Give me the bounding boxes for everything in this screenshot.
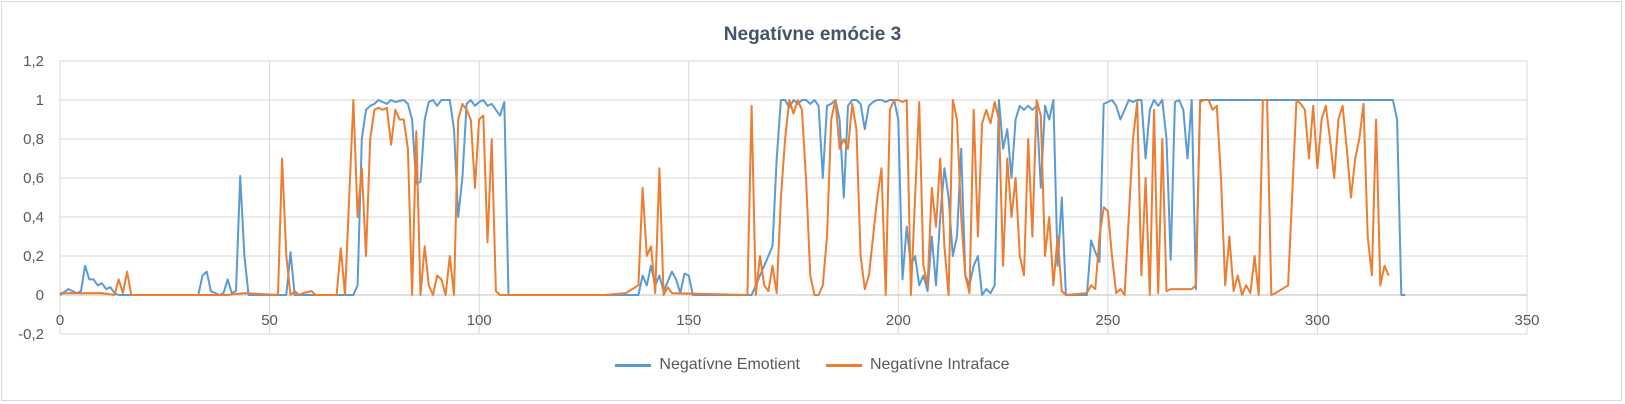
x-tick-label: 200	[886, 312, 911, 329]
x-tick-label: 250	[1095, 312, 1120, 329]
legend-swatch-intraface	[825, 363, 862, 367]
legend-item-intraface: Negatívne Intraface	[825, 356, 1010, 374]
y-tick-label: 1,2	[23, 53, 44, 70]
series-line-intraface	[60, 99, 1390, 296]
y-tick-label: 1	[36, 92, 44, 109]
y-tick-label: 0,8	[23, 131, 44, 148]
chart-title: Negatívne emócie 3	[723, 24, 902, 45]
x-tick-label: 0	[56, 312, 64, 329]
y-tick-label: 0,6	[23, 170, 44, 187]
x-tick-label: 50	[261, 312, 278, 329]
legend-swatch-emotient	[615, 363, 652, 367]
legend-item-emotient: Negatívne Emotient	[615, 356, 800, 374]
series-line-emotient	[59, 99, 1406, 296]
y-tick-label: 0	[36, 287, 44, 304]
y-tick-label: -0,2	[18, 326, 44, 343]
legend-label-emotient: Negatívne Emotient	[659, 356, 800, 373]
x-tick-label: 150	[676, 312, 701, 329]
x-tick-label: 300	[1305, 312, 1330, 329]
chart-legend: Negatívne Emotient Negatívne Intraface	[0, 356, 1625, 374]
x-tick-label: 100	[467, 312, 492, 329]
legend-label-intraface: Negatívne Intraface	[869, 356, 1010, 373]
y-tick-label: 0,4	[23, 209, 44, 226]
y-tick-label: 0,2	[23, 248, 44, 265]
x-tick-label: 350	[1514, 312, 1539, 329]
